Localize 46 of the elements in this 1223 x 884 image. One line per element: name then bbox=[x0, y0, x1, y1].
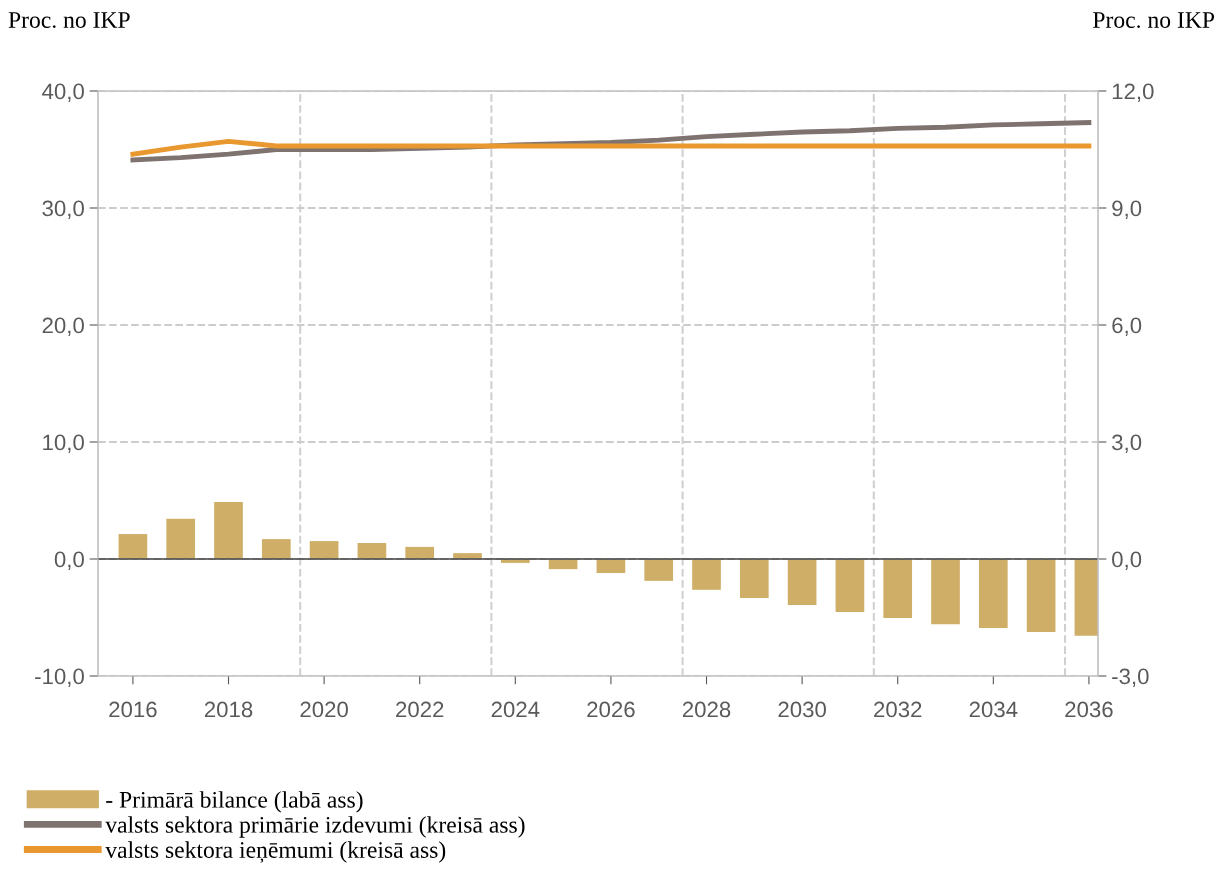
bar bbox=[931, 559, 960, 625]
y2-tick-label: -3,0 bbox=[1112, 668, 1149, 687]
x-tick-label: 2024 bbox=[491, 701, 540, 718]
y2-tick-label: 9,0 bbox=[1112, 200, 1142, 219]
bar bbox=[405, 546, 435, 559]
legend-label: valsts sektora primārie izdevumi (kreisā ass) bbox=[105, 816, 525, 838]
line-series bbox=[130, 138, 1092, 157]
bar bbox=[261, 539, 291, 559]
y2-tick-label: 6,0 bbox=[1112, 317, 1142, 336]
bar bbox=[357, 543, 387, 559]
y2-tick-label: 3,0 bbox=[1112, 434, 1142, 453]
bar bbox=[166, 518, 196, 559]
bar bbox=[739, 559, 769, 598]
x-tick-label: 2036 bbox=[1065, 701, 1113, 718]
y-tick-label: -10,0 bbox=[35, 668, 84, 687]
bar bbox=[978, 559, 1008, 629]
bar bbox=[596, 559, 626, 574]
y-tick-label: 10,0 bbox=[43, 434, 84, 453]
y-axis-title: Proc. no IKP bbox=[8, 12, 130, 29]
x-tick-label: 2018 bbox=[204, 701, 253, 718]
bar bbox=[835, 559, 865, 613]
bar bbox=[214, 502, 243, 559]
bar bbox=[309, 541, 339, 559]
y2-axis-title: Proc. no IKP bbox=[1093, 12, 1215, 29]
bar bbox=[883, 559, 913, 618]
y2-tick-label: 12,0 bbox=[1112, 83, 1154, 102]
y-tick-label: 30,0 bbox=[42, 200, 84, 219]
legend-label: valsts sektora ieņēmumi (kreisā ass) bbox=[105, 841, 446, 863]
y-tick-label: 20,0 bbox=[42, 317, 84, 336]
x-tick-label: 2034 bbox=[969, 701, 1018, 718]
x-tick-label: 2026 bbox=[587, 701, 635, 718]
x-tick-label: 2032 bbox=[874, 701, 922, 718]
x-tick-label: 2016 bbox=[109, 701, 157, 718]
bar bbox=[1026, 559, 1056, 632]
x-tick-label: 2022 bbox=[396, 701, 444, 718]
bar bbox=[787, 559, 817, 606]
y-tick-label: 40,0 bbox=[42, 83, 84, 102]
y-tick-label: 0,0 bbox=[54, 551, 84, 570]
bar bbox=[692, 559, 721, 590]
bar bbox=[118, 534, 148, 559]
x-tick-label: 2028 bbox=[682, 701, 731, 718]
x-tick-label: 2020 bbox=[300, 701, 348, 718]
x-tick-label: 2030 bbox=[778, 701, 826, 718]
legend-label: - Primārā bilance (labā ass) bbox=[106, 791, 363, 813]
y2-tick-label: 0,0 bbox=[1112, 551, 1142, 570]
bar bbox=[644, 559, 674, 581]
